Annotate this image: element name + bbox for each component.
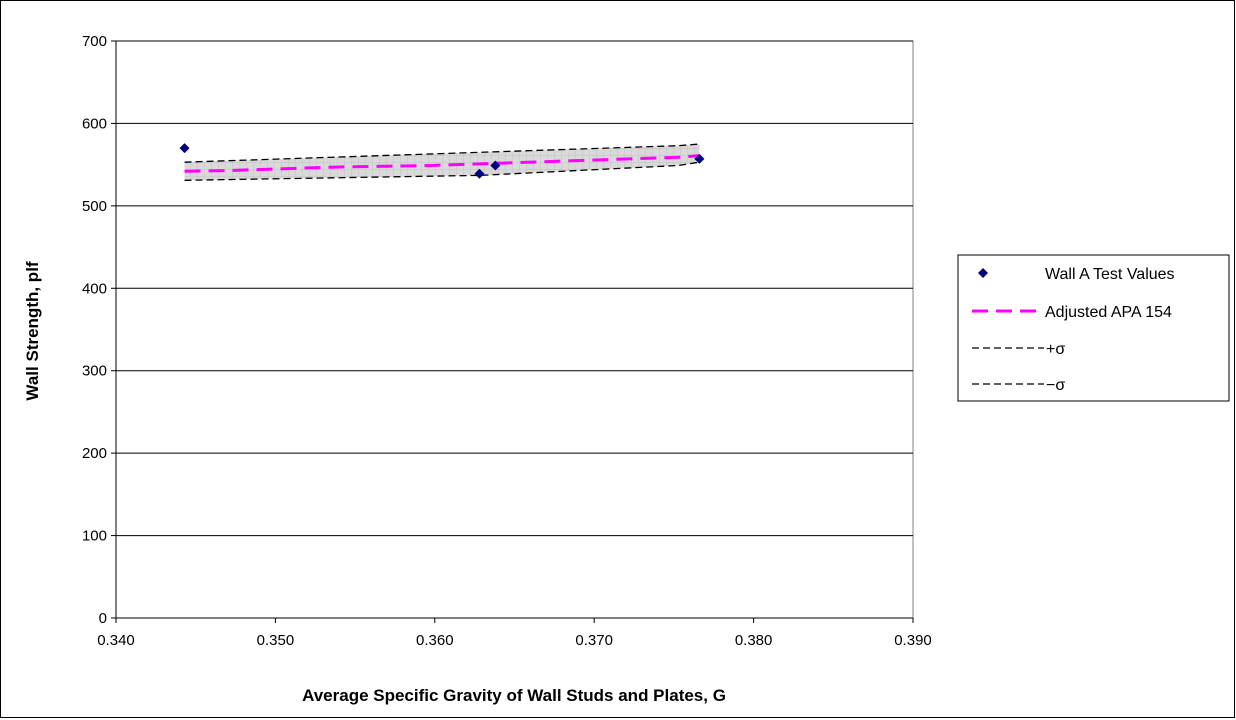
x-tick-label: 0.360 (416, 632, 454, 649)
legend-box (957, 254, 1230, 402)
series-layer (179, 143, 705, 181)
x-axis-title: Average Specific Gravity of Wall Studs a… (302, 686, 726, 705)
y-tick-label: 200 (82, 445, 107, 462)
data-point (179, 143, 190, 154)
y-tick-label: 0 (99, 610, 107, 627)
sigma-band (184, 144, 700, 181)
y-tick-label: 400 (82, 280, 107, 297)
x-tick-label: 0.390 (894, 632, 932, 649)
tick-labels: 0 100 200 300 400 500 600 700 0.340 0.350 0.360 0.3… (82, 33, 932, 649)
legend-label: Wall A Test Values (1045, 266, 1175, 283)
legend-marker-diamond (978, 268, 988, 278)
x-tick-label: 0.340 (97, 632, 135, 649)
y-tick-label: 600 (82, 115, 107, 132)
legend: Wall A Test Values Adjusted APA 154 +σ −σ (957, 254, 1230, 402)
data-point (474, 168, 485, 179)
gridlines (116, 40, 913, 537)
y-axis-title: Wall Strength, plf (23, 261, 42, 400)
x-tick-label: 0.380 (735, 632, 773, 649)
x-tick-label: 0.350 (257, 632, 295, 649)
y-tick-label: 500 (82, 198, 107, 215)
axes (115, 41, 913, 619)
plus-sigma-line (184, 143, 700, 163)
legend-label: +σ (1046, 341, 1065, 358)
legend-label: −σ (1046, 377, 1065, 394)
legend-label: Adjusted APA 154 (1045, 304, 1172, 321)
plot-area (115, 40, 914, 619)
data-point (694, 153, 705, 164)
adjusted-apa-line (184, 154, 700, 173)
minus-sigma-line (184, 161, 700, 181)
data-point (490, 160, 501, 171)
y-tick-label: 300 (82, 363, 107, 380)
x-tick-label: 0.370 (575, 632, 613, 649)
y-tick-label: 700 (82, 33, 107, 50)
y-tick-label: 100 (82, 528, 107, 545)
